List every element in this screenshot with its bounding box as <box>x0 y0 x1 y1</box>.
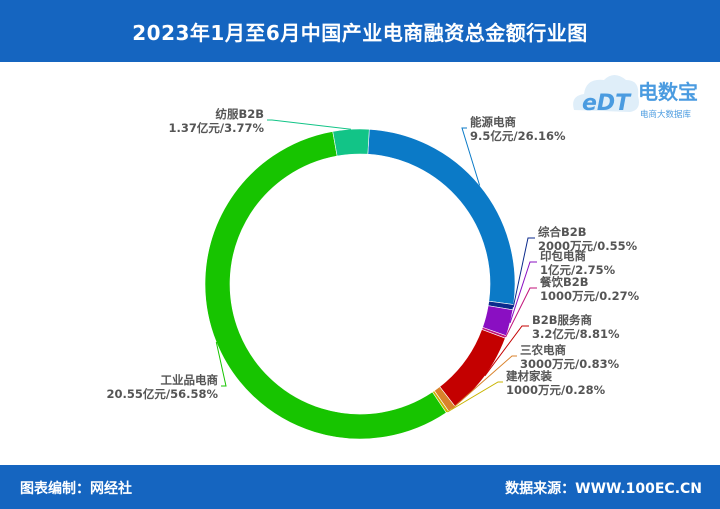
chart-footer: 图表编制：网经社 数据来源：WWW.100EC.CN <box>0 465 720 509</box>
slice-value-label: 3.2亿元/8.81% <box>532 327 620 341</box>
logo-subtitle: 电商大数据库 <box>640 109 692 120</box>
slice-name-label: 印包电商 <box>540 249 586 263</box>
donut-slice <box>439 329 506 407</box>
leader-line <box>451 355 517 410</box>
leader-line <box>215 341 227 387</box>
chart-header: 2023年1月至6月中国产业电商融资总金额行业图 <box>0 0 720 62</box>
slice-name-label: 餐饮B2B <box>539 275 589 289</box>
leader-line <box>447 381 503 413</box>
slice-name-label: 纺服B2B <box>215 107 264 121</box>
slice-value-label: 1.37亿元/3.77% <box>169 121 265 135</box>
leader-line <box>509 261 537 324</box>
footer-source: 数据来源：WWW.100EC.CN <box>505 481 702 497</box>
logo-name: 电数宝 <box>638 80 698 104</box>
chart-title: 2023年1月至6月中国产业电商融资总金额行业图 <box>132 20 588 45</box>
cloud-logo-icon: eDT 电数宝 电商大数据库 <box>573 75 698 120</box>
slice-name-label: B2B服务商 <box>532 313 593 327</box>
slice-value-label: 1000万元/0.28% <box>506 383 606 397</box>
donut-slice <box>332 128 370 157</box>
slice-value-label: 2000万元/0.55% <box>538 239 638 253</box>
slice-name-label: 工业品电商 <box>161 373 219 387</box>
leader-line <box>461 127 481 186</box>
logo-mark: eDT <box>582 91 632 116</box>
slice-value-label: 1000万元/0.27% <box>540 289 640 303</box>
slice-value-label: 1亿元/2.75% <box>540 263 616 277</box>
leader-line <box>512 237 535 308</box>
slice-name-label: 能源电商 <box>470 115 516 129</box>
leader-line <box>267 119 352 130</box>
leader-line <box>505 287 537 338</box>
donut-slice <box>204 131 447 440</box>
leader-line <box>484 325 529 377</box>
footer-credit: 图表编制：网经社 <box>20 481 132 497</box>
slice-name-label: 建材家装 <box>506 369 552 383</box>
slice-name-label: 综合B2B <box>538 225 587 239</box>
slice-value-label: 9.5亿元/26.16% <box>470 129 566 143</box>
slice-name-label: 三农电商 <box>520 343 566 357</box>
donut-slice <box>367 128 516 305</box>
slice-value-label: 20.55亿元/56.58% <box>107 387 219 401</box>
slice-value-label: 3000万元/0.83% <box>520 357 620 371</box>
edt-logo: eDT 电数宝 电商大数据库 <box>568 66 718 128</box>
